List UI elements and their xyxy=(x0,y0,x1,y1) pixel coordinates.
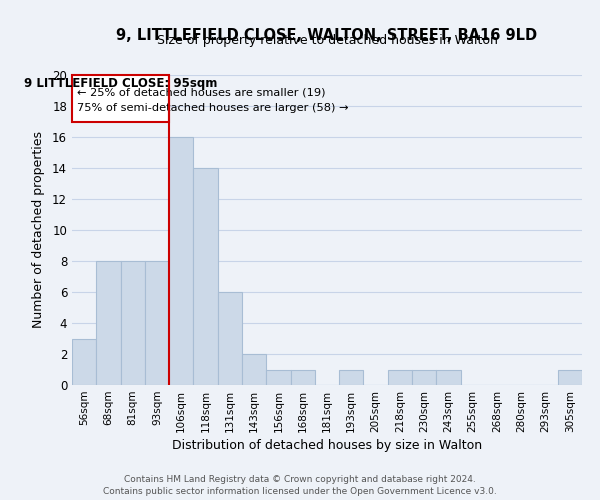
Bar xyxy=(72,338,96,385)
Bar xyxy=(412,370,436,385)
Title: Size of property relative to detached houses in Walton: Size of property relative to detached ho… xyxy=(157,34,497,48)
Text: 9, LITTLEFIELD CLOSE, WALTON, STREET, BA16 9LD: 9, LITTLEFIELD CLOSE, WALTON, STREET, BA… xyxy=(116,28,538,42)
Text: ← 25% of detached houses are smaller (19): ← 25% of detached houses are smaller (19… xyxy=(77,88,326,98)
Bar xyxy=(96,261,121,385)
Bar xyxy=(193,168,218,385)
Bar xyxy=(388,370,412,385)
Bar xyxy=(169,137,193,385)
Text: 75% of semi-detached houses are larger (58) →: 75% of semi-detached houses are larger (… xyxy=(77,104,349,114)
Bar xyxy=(558,370,582,385)
Bar xyxy=(290,370,315,385)
Bar xyxy=(266,370,290,385)
FancyBboxPatch shape xyxy=(72,75,169,122)
Bar xyxy=(218,292,242,385)
Bar xyxy=(121,261,145,385)
Text: 9 LITTLEFIELD CLOSE: 95sqm: 9 LITTLEFIELD CLOSE: 95sqm xyxy=(24,76,217,90)
Y-axis label: Number of detached properties: Number of detached properties xyxy=(32,132,45,328)
Text: Contains public sector information licensed under the Open Government Licence v3: Contains public sector information licen… xyxy=(103,486,497,496)
Bar xyxy=(242,354,266,385)
Bar xyxy=(145,261,169,385)
Text: Contains HM Land Registry data © Crown copyright and database right 2024.: Contains HM Land Registry data © Crown c… xyxy=(124,474,476,484)
X-axis label: Distribution of detached houses by size in Walton: Distribution of detached houses by size … xyxy=(172,439,482,452)
Bar xyxy=(436,370,461,385)
Bar xyxy=(339,370,364,385)
